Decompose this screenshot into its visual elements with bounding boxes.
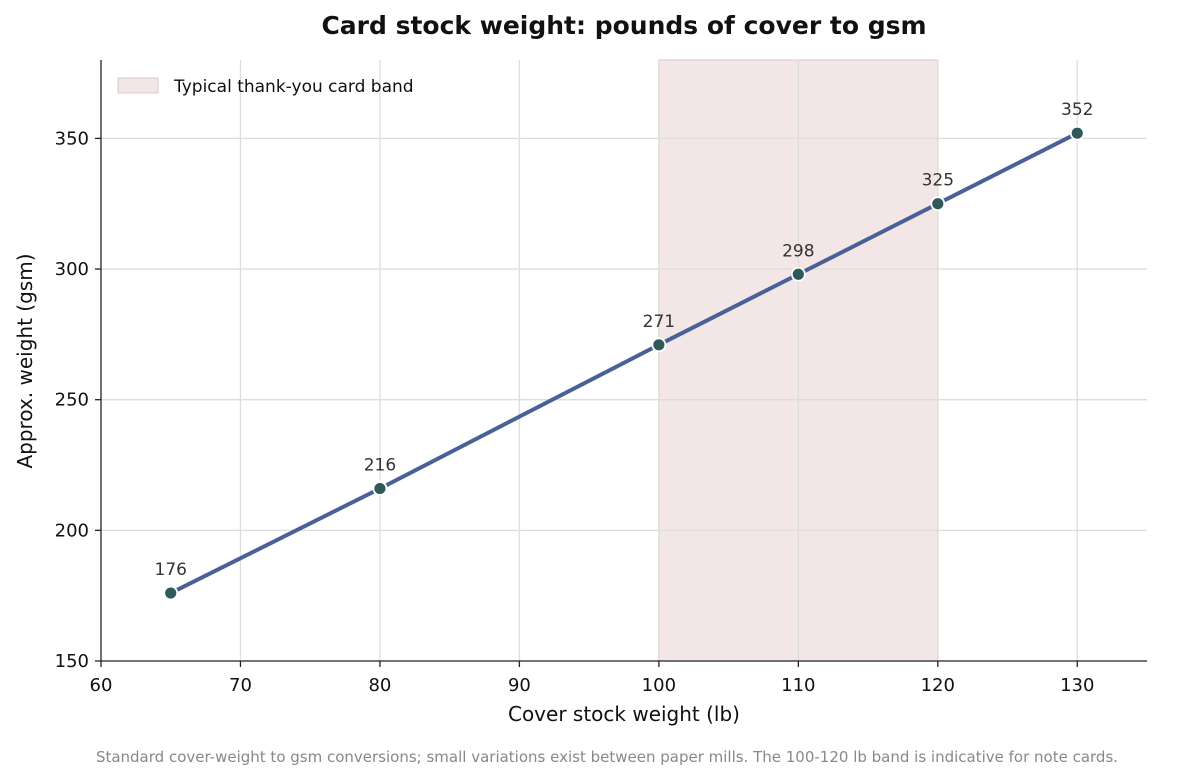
series-line xyxy=(168,131,1080,596)
data-label: 216 xyxy=(364,456,396,476)
legend-label: Typical thank-you card band xyxy=(173,77,414,97)
data-point xyxy=(1069,125,1085,141)
y-tick-label: 250 xyxy=(55,390,89,411)
chart-caption: Standard cover-weight to gsm conversions… xyxy=(96,748,1118,766)
y-tick-label: 300 xyxy=(55,259,89,280)
legend-swatch xyxy=(117,77,159,94)
x-tick-label: 120 xyxy=(921,675,955,696)
y-tick-label: 350 xyxy=(55,128,89,149)
data-point xyxy=(372,481,388,496)
y-tick-label: 200 xyxy=(55,520,89,541)
data-label: 298 xyxy=(782,241,814,261)
grid-layer xyxy=(101,60,1147,661)
data-label: 176 xyxy=(155,560,187,580)
legend: Typical thank-you card band xyxy=(117,77,414,97)
x-tick-label: 90 xyxy=(508,675,531,696)
data-point xyxy=(651,337,667,353)
y-tick-label: 150 xyxy=(55,651,89,672)
x-tick-label: 80 xyxy=(368,675,391,696)
x-tick-label: 130 xyxy=(1060,675,1094,696)
series-layer: 176 216 271 298 325 352 xyxy=(155,100,1093,601)
y-axis-label: Approx. weight (gsm) xyxy=(13,253,37,468)
data-point xyxy=(790,266,806,282)
data-point xyxy=(163,585,179,601)
data-label: 352 xyxy=(1061,100,1093,120)
x-axis-label: Cover stock weight (lb) xyxy=(508,702,740,726)
data-point xyxy=(930,196,946,212)
x-tick-label: 110 xyxy=(781,675,815,696)
axes-layer: 60 70 80 90 100 110 120 130 150 200 250 300 350 xyxy=(55,60,1147,696)
x-tick-label: 100 xyxy=(642,675,676,696)
data-label: 325 xyxy=(922,171,954,191)
x-tick-label: 70 xyxy=(229,675,252,696)
x-tick-label: 60 xyxy=(90,675,113,696)
data-label: 271 xyxy=(643,312,675,332)
chart-title: Card stock weight: pounds of cover to gs… xyxy=(321,11,926,40)
